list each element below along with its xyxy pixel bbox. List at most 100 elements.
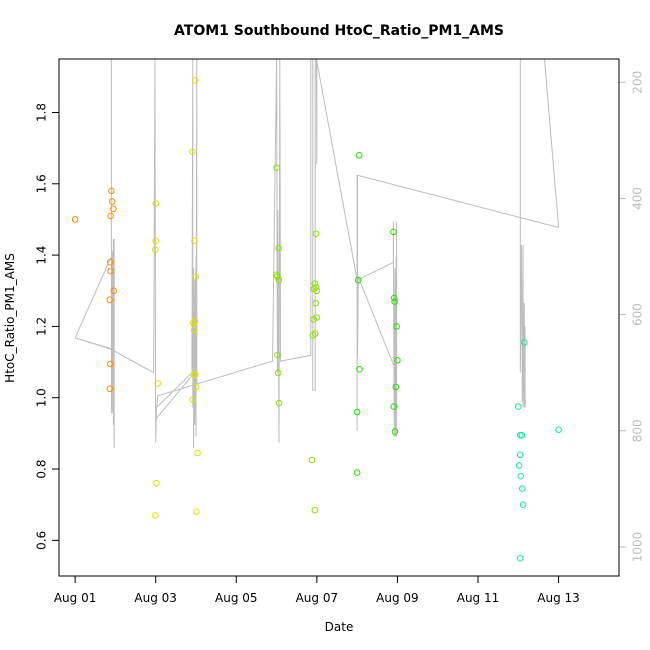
data-point bbox=[190, 326, 198, 334]
data-point bbox=[356, 365, 363, 373]
data-point bbox=[71, 216, 79, 223]
data-point bbox=[153, 480, 160, 487]
data-point bbox=[355, 276, 362, 284]
data-point bbox=[192, 383, 200, 391]
secondary-tick-label: 800 bbox=[631, 419, 645, 442]
data-point bbox=[106, 360, 114, 368]
data-point bbox=[106, 296, 114, 304]
data-point bbox=[353, 469, 361, 476]
x-tick-label: Aug 13 bbox=[537, 591, 580, 605]
data-point bbox=[392, 383, 400, 391]
secondary-y-axis: 200 400 600 800 1000 bbox=[619, 71, 645, 562]
data-point bbox=[152, 512, 159, 519]
data-point bbox=[390, 403, 398, 410]
chart-title: ATOM1 Southbound HtoC_Ratio_PM1_AMS bbox=[174, 23, 504, 39]
data-point bbox=[273, 164, 280, 171]
x-tick-label: Aug 01 bbox=[54, 591, 97, 605]
data-point bbox=[275, 244, 282, 252]
data-point bbox=[391, 428, 399, 435]
data-point bbox=[390, 228, 397, 236]
x-axis-label: Date bbox=[325, 620, 354, 634]
plot-frame bbox=[58, 58, 620, 577]
data-point bbox=[391, 298, 398, 305]
data-point bbox=[310, 316, 317, 323]
data-point bbox=[390, 294, 398, 302]
secondary-tick-label: 600 bbox=[631, 303, 645, 326]
pressure-trace-line bbox=[74, 58, 560, 449]
data-point bbox=[515, 462, 523, 469]
series-3 bbox=[353, 152, 401, 476]
data-point bbox=[274, 369, 282, 377]
data-point bbox=[311, 506, 319, 514]
y-tick-label: 0.6 bbox=[35, 531, 49, 550]
x-tick-label: Aug 03 bbox=[134, 591, 177, 605]
data-point bbox=[519, 485, 526, 492]
series-4 bbox=[515, 339, 562, 562]
data-point bbox=[191, 371, 199, 378]
secondary-tick-label: 1000 bbox=[631, 532, 645, 563]
data-point bbox=[313, 314, 321, 321]
data-point bbox=[152, 237, 159, 245]
data-point bbox=[189, 396, 197, 403]
data-point bbox=[106, 385, 114, 393]
data-point bbox=[518, 431, 526, 439]
data-point bbox=[312, 283, 320, 291]
y-tick-label: 0.8 bbox=[35, 459, 49, 478]
x-tick-label: Aug 09 bbox=[376, 591, 419, 605]
data-point bbox=[308, 456, 316, 464]
series-0 bbox=[71, 187, 118, 393]
y-axis-label: HtoC_Ratio_PM1_AMS bbox=[3, 253, 17, 383]
data-point bbox=[275, 276, 283, 284]
data-point bbox=[194, 449, 201, 457]
data-point bbox=[108, 187, 115, 195]
data-point bbox=[191, 317, 199, 325]
data-point bbox=[311, 330, 319, 337]
secondary-tick-label: 400 bbox=[631, 187, 645, 210]
data-point bbox=[555, 426, 562, 434]
data-point bbox=[515, 403, 522, 410]
data-point bbox=[519, 501, 527, 509]
x-axis: Aug 01 Aug 03 Aug 05 Aug 07 Aug 09 Aug 11 Aug … bbox=[54, 575, 580, 605]
data-point bbox=[107, 212, 114, 220]
series-1 bbox=[152, 77, 201, 519]
data-point bbox=[189, 319, 197, 327]
x-tick-label: Aug 05 bbox=[215, 591, 258, 605]
data-point bbox=[311, 280, 319, 287]
pressure-trace bbox=[74, 58, 560, 449]
data-point bbox=[106, 258, 114, 266]
data-point bbox=[394, 357, 401, 364]
y-tick-label: 1.2 bbox=[35, 317, 49, 336]
data-point bbox=[521, 339, 528, 346]
series-2 bbox=[273, 164, 321, 514]
data-point bbox=[312, 299, 319, 307]
x-tick-label: Aug 11 bbox=[457, 591, 500, 605]
data-point bbox=[152, 200, 159, 207]
data-point bbox=[355, 152, 363, 159]
data-point bbox=[517, 451, 524, 459]
data-point bbox=[312, 230, 320, 237]
data-point bbox=[274, 351, 281, 359]
y-tick-label: 1.8 bbox=[35, 103, 49, 122]
y-tick-label: 1.4 bbox=[35, 246, 49, 265]
data-points bbox=[71, 77, 562, 562]
data-point bbox=[110, 287, 118, 295]
data-point bbox=[108, 198, 116, 205]
data-point bbox=[152, 246, 159, 254]
data-point bbox=[154, 380, 161, 387]
data-point bbox=[191, 77, 199, 84]
secondary-tick-label: 200 bbox=[631, 71, 645, 94]
x-tick-label: Aug 07 bbox=[296, 591, 339, 605]
y-tick-label: 1.0 bbox=[35, 388, 49, 407]
data-point bbox=[275, 399, 283, 407]
data-point bbox=[193, 508, 200, 516]
data-point bbox=[191, 237, 198, 245]
data-point bbox=[107, 267, 114, 275]
y-tick-label: 1.6 bbox=[35, 174, 49, 193]
y-axis: 0.6 0.8 1.0 1.2 1.4 1.6 1.8 bbox=[35, 103, 60, 550]
data-point bbox=[189, 148, 196, 155]
data-point bbox=[274, 273, 281, 280]
data-point bbox=[393, 323, 400, 330]
data-point bbox=[517, 472, 525, 480]
data-point bbox=[353, 408, 361, 416]
